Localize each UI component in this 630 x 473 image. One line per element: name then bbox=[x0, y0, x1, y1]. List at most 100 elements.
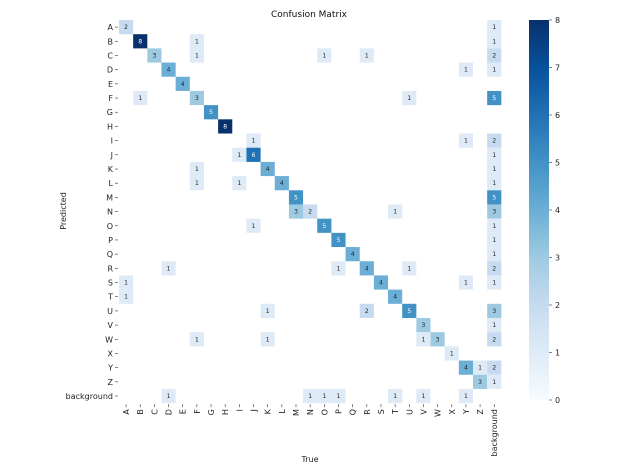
y-tick-label: B bbox=[108, 37, 114, 46]
cell-value-label: 1 bbox=[393, 393, 397, 400]
heatmap-cell bbox=[487, 20, 502, 35]
x-tick-label: O bbox=[320, 409, 329, 415]
x-tick-label: G bbox=[207, 409, 216, 415]
cell-value-label: 1 bbox=[492, 251, 496, 258]
y-tick-label: V bbox=[108, 321, 114, 330]
heatmap-cell bbox=[444, 346, 459, 361]
cell-value-label: 1 bbox=[492, 223, 496, 230]
heatmap-cell bbox=[119, 275, 134, 290]
y-tick-label: Z bbox=[108, 378, 114, 387]
y-tick-label: C bbox=[107, 51, 113, 60]
heatmap-cell bbox=[189, 161, 204, 177]
cell-value-label: 1 bbox=[407, 95, 411, 102]
y-tick-label: A bbox=[108, 23, 114, 32]
cell-value-label: 2 bbox=[124, 24, 128, 31]
heatmap-cell bbox=[473, 374, 488, 389]
heatmap-cell bbox=[331, 232, 346, 248]
heatmap-cell bbox=[487, 374, 502, 389]
x-tick-label: N bbox=[306, 409, 315, 415]
cell-value-label: 1 bbox=[492, 24, 496, 31]
cell-value-label: 1 bbox=[252, 138, 256, 145]
cell-value-label: 2 bbox=[365, 308, 369, 315]
y-tick-label: L bbox=[109, 179, 114, 188]
heatmap-cell bbox=[246, 133, 261, 148]
x-tick-label: Y bbox=[462, 409, 471, 415]
heatmap-cell bbox=[161, 62, 176, 77]
cell-value-label: 1 bbox=[195, 180, 199, 187]
cell-value-label: 1 bbox=[167, 393, 171, 400]
heatmap-cell bbox=[487, 317, 502, 333]
y-tick-label: U bbox=[107, 307, 113, 316]
cell-value-label: 4 bbox=[280, 180, 284, 187]
cell-value-label: 1 bbox=[322, 393, 326, 400]
cell-value-label: 3 bbox=[478, 379, 482, 386]
x-tick-label: background bbox=[490, 409, 499, 456]
cell-value-label: 5 bbox=[337, 237, 341, 244]
y-tick-label: N bbox=[107, 208, 113, 217]
cell-value-label: 1 bbox=[237, 180, 241, 187]
heatmap-cell bbox=[487, 275, 502, 290]
cell-value-label: 1 bbox=[492, 180, 496, 187]
heatmap-cell bbox=[119, 20, 134, 35]
cell-value-label: 1 bbox=[167, 265, 171, 272]
cell-value-label: 3 bbox=[294, 209, 298, 216]
cell-value-label: 2 bbox=[492, 365, 496, 372]
cell-value-label: 1 bbox=[266, 308, 270, 315]
colorbar bbox=[529, 20, 549, 400]
colorbar-tick-label: 1 bbox=[555, 349, 560, 358]
heatmap-cell bbox=[458, 133, 473, 148]
cell-value-label: 1 bbox=[492, 67, 496, 74]
heatmap-cell bbox=[487, 218, 502, 233]
cell-value-label: 1 bbox=[450, 350, 454, 357]
cell-value-label: 1 bbox=[322, 52, 326, 59]
heatmap-cell bbox=[487, 247, 502, 262]
cell-value-label: 1 bbox=[464, 280, 468, 287]
heatmap-cell bbox=[218, 119, 233, 134]
heatmap-cell bbox=[232, 147, 247, 162]
x-tick-label: R bbox=[363, 409, 372, 415]
y-tick-label: D bbox=[107, 66, 113, 75]
x-tick-label: S bbox=[377, 409, 386, 414]
heatmap-cell bbox=[147, 48, 162, 63]
heatmap-cell bbox=[473, 360, 488, 375]
heatmap-cell bbox=[317, 388, 332, 404]
cell-value-label: 1 bbox=[138, 95, 142, 102]
y-tick-label: background bbox=[66, 392, 113, 401]
x-tick-label: A bbox=[122, 409, 131, 415]
x-tick-label: F bbox=[193, 409, 202, 414]
colorbar-tick-label: 4 bbox=[555, 206, 560, 215]
cell-value-label: 1 bbox=[422, 393, 426, 400]
heatmap-cell bbox=[260, 332, 275, 347]
heatmap-cell bbox=[288, 204, 304, 219]
cell-value-label: 1 bbox=[195, 336, 199, 343]
cell-value-label: 5 bbox=[407, 308, 411, 315]
y-tick-label: O bbox=[107, 222, 113, 231]
cell-value-label: 8 bbox=[138, 38, 142, 45]
cell-value-label: 1 bbox=[464, 393, 468, 400]
heatmap-cell bbox=[416, 332, 431, 347]
heatmap-cell bbox=[388, 388, 403, 404]
y-tick-label: F bbox=[108, 94, 113, 103]
cell-value-label: 1 bbox=[422, 336, 426, 343]
heatmap-cell bbox=[260, 303, 275, 318]
heatmap-cell bbox=[373, 275, 389, 290]
cell-value-label: 1 bbox=[337, 393, 341, 400]
cell-value-label: 2 bbox=[492, 52, 496, 59]
heatmap-cell bbox=[388, 289, 403, 304]
cell-value-label: 1 bbox=[492, 166, 496, 173]
cell-value-label: 3 bbox=[492, 308, 496, 315]
heatmap-cell bbox=[487, 261, 502, 276]
y-tick-label: J bbox=[110, 151, 113, 160]
cell-value-label: 1 bbox=[308, 393, 312, 400]
heatmap-cell bbox=[487, 232, 502, 248]
cell-value-label: 4 bbox=[266, 166, 270, 173]
cell-value-label: 8 bbox=[223, 123, 227, 130]
cell-value-label: 1 bbox=[195, 38, 199, 45]
heatmap-cell bbox=[487, 360, 502, 375]
y-tick-label: X bbox=[108, 349, 114, 358]
x-tick-label: X bbox=[448, 409, 457, 415]
heatmap-cell bbox=[232, 176, 247, 191]
heatmap-cell bbox=[359, 303, 374, 318]
